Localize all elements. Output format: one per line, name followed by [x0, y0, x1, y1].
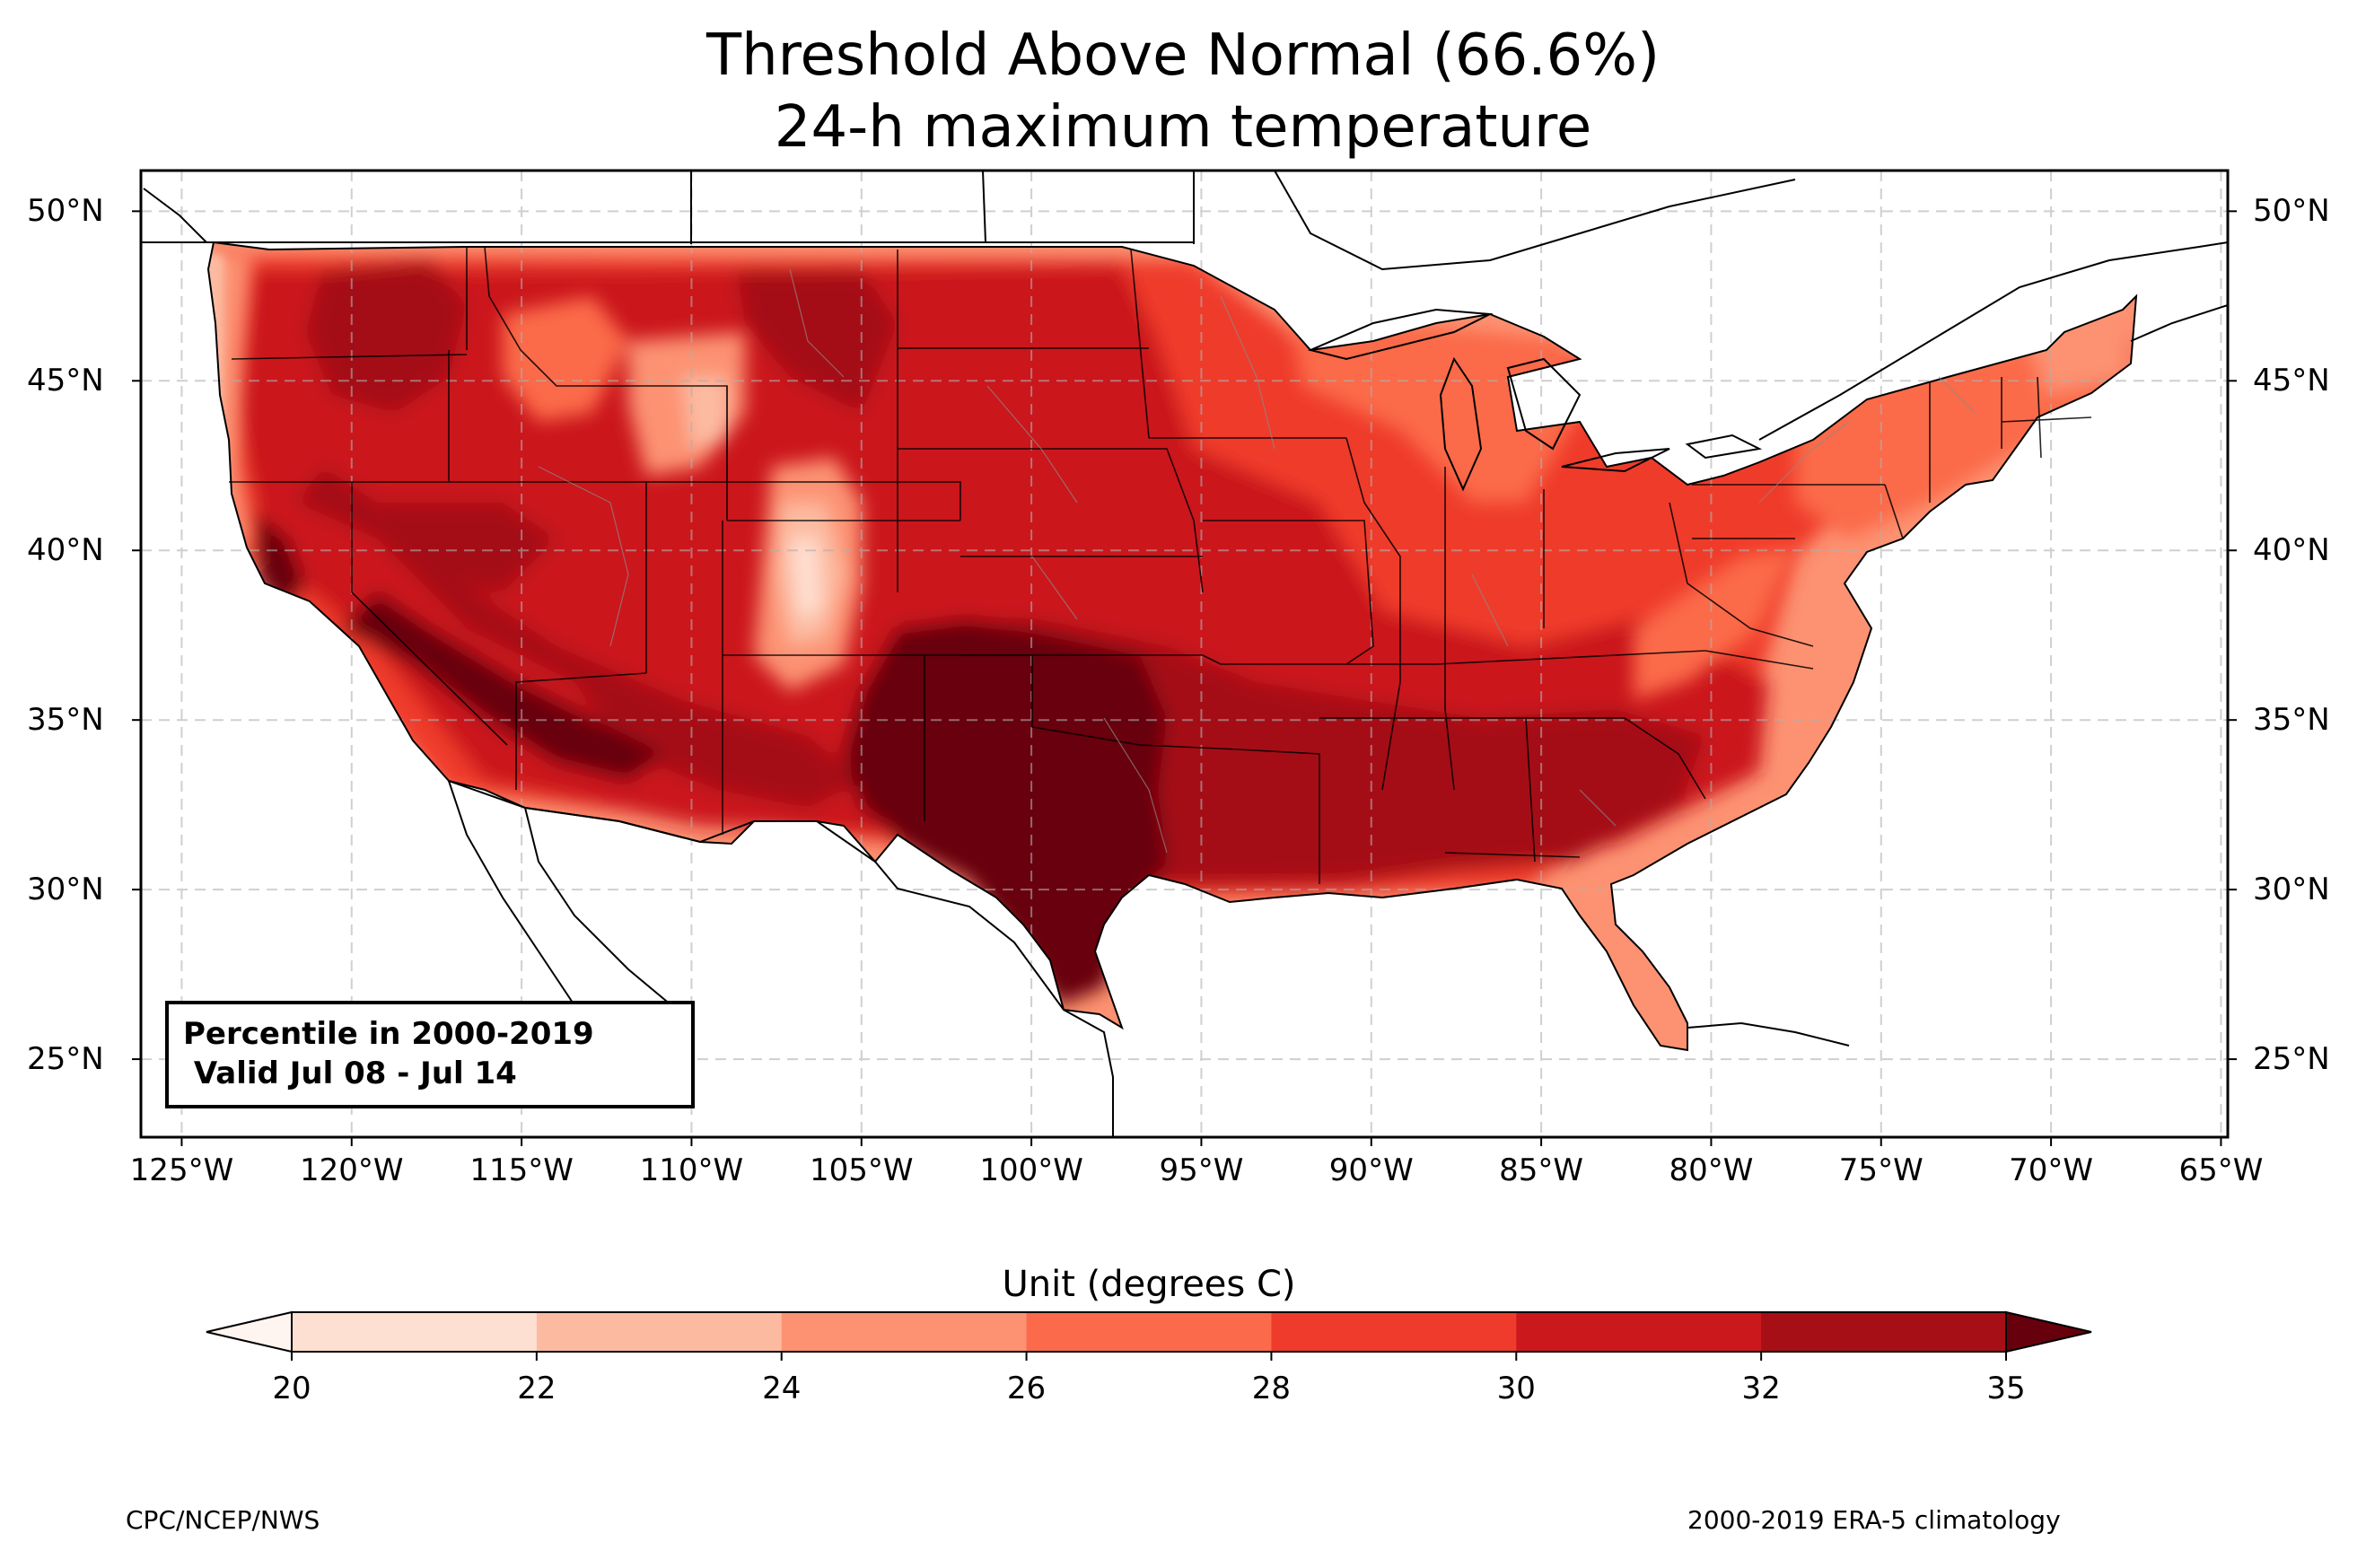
- lon-label: 100°W: [979, 1152, 1083, 1188]
- footer-left: CPC/NCEP/NWS: [126, 1505, 320, 1535]
- state-borders: [229, 246, 2092, 884]
- rockies-cool-5: [790, 539, 821, 619]
- lon-label: 105°W: [810, 1152, 914, 1188]
- colorbar-frame: [291, 1311, 2007, 1353]
- lon-label: 120°W: [300, 1152, 404, 1188]
- lat-label-right: 45°N: [2253, 363, 2330, 399]
- chart-title-line2: 24-h maximum temperature: [774, 94, 1592, 161]
- colorbar-segment: [536, 1312, 783, 1352]
- vancouver-island: [143, 188, 207, 243]
- lon-label: 70°W: [2009, 1152, 2094, 1188]
- great-lakes-ontario: [1685, 434, 1763, 460]
- canada-north-box: [690, 171, 1195, 244]
- lat-label-left: 35°N: [27, 702, 104, 739]
- lon-label: 125°W: [129, 1152, 234, 1188]
- lon-label: 85°W: [1499, 1152, 1584, 1188]
- lat-label-left: 40°N: [27, 532, 104, 569]
- band-35-plus-desert: [341, 592, 664, 781]
- lat-label-right: 25°N: [2253, 1041, 2330, 1078]
- colorbar: [206, 1310, 2092, 1361]
- info-box: Percentile in 2000-2019 Valid Jul 08 - J…: [165, 1001, 695, 1108]
- colorbar-tick-label: 26: [1006, 1371, 1047, 1406]
- lat-label-right: 30°N: [2253, 872, 2330, 908]
- lon-label: 80°W: [1669, 1152, 1754, 1188]
- st-lawrence: [1758, 241, 2228, 441]
- temperature-field: [208, 242, 2136, 1050]
- colorbar-tick-label: 20: [272, 1371, 311, 1406]
- band-32-35-northwest: [305, 260, 467, 413]
- lat-label-right: 35°N: [2253, 702, 2330, 739]
- colorbar-tick-label: 30: [1496, 1371, 1536, 1406]
- lon-label: 110°W: [639, 1152, 744, 1188]
- gulf-of-california: [524, 807, 683, 1015]
- axis-ticks: [132, 210, 2237, 1146]
- lon-label: 65°W: [2178, 1152, 2264, 1188]
- info-line1: Percentile in 2000-2019: [183, 1016, 594, 1052]
- info-line2: Valid Jul 08 - Jul 14: [183, 1056, 517, 1091]
- colorbar-tick-label: 32: [1741, 1371, 1781, 1406]
- colorbar-segment: [1516, 1312, 1762, 1352]
- great-lakes-huron: [1506, 357, 1582, 451]
- rockies-cool-4: [682, 377, 727, 449]
- band-32-35-plains: [736, 269, 898, 413]
- great-lakes-erie: [1561, 448, 1670, 473]
- canada-east-coast: [2130, 304, 2228, 342]
- colorbar-segment: [1761, 1312, 2007, 1352]
- colorbar-extend-high: [2005, 1310, 2092, 1353]
- coastlines: [141, 171, 2228, 1137]
- chart-title-line1: Threshold Above Normal (66.6%): [705, 22, 1661, 89]
- cuba: [1687, 1021, 1850, 1047]
- lat-label-left: 50°N: [27, 193, 104, 230]
- lat-label-left: 25°N: [27, 1041, 104, 1078]
- band-35-plus-texas: [844, 619, 1167, 1005]
- colorbar-label: Unit (degrees C): [1002, 1264, 1296, 1305]
- lon-label: 75°W: [1838, 1152, 1923, 1188]
- band-32-35-basin: [377, 503, 556, 592]
- northern-rockies-cool: [503, 296, 628, 422]
- footer-right: 2000-2019 ERA-5 climatology: [1687, 1505, 2061, 1535]
- colorbar-segment: [292, 1312, 538, 1352]
- colorbar-segment: [781, 1312, 1028, 1352]
- lon-label: 115°W: [469, 1152, 574, 1188]
- lat-label-right: 40°N: [2253, 532, 2330, 569]
- lat-label-left: 45°N: [27, 363, 104, 399]
- colorbar-segment: [1271, 1312, 1517, 1352]
- hudson-bay-lines: [1274, 171, 1796, 271]
- mexico-east-coast: [1063, 1009, 1114, 1137]
- region-lines: [538, 268, 1976, 854]
- colorbar-extend-low: [206, 1310, 293, 1353]
- colorbar-tick-label: 35: [1986, 1371, 2026, 1406]
- colorbar-segment: [1026, 1312, 1272, 1352]
- lat-label-left: 30°N: [27, 872, 104, 908]
- canada-line: [982, 171, 986, 243]
- colorbar-tick-label: 28: [1251, 1371, 1292, 1406]
- great-lakes-michigan: [1439, 356, 1483, 492]
- mexico-border: [448, 780, 1065, 1011]
- band-32-35-southwest: [296, 467, 862, 808]
- colorbar-tick-label: 22: [517, 1371, 556, 1406]
- lon-label: 95°W: [1159, 1152, 1244, 1188]
- appalachian-cool: [1634, 547, 1795, 700]
- lat-label-right: 50°N: [2253, 193, 2330, 230]
- lon-label: 90°W: [1328, 1152, 1414, 1188]
- great-lakes-superior: [1307, 308, 1494, 361]
- map-frame: [139, 169, 2230, 1139]
- colorbar-tick-label: 24: [762, 1371, 802, 1406]
